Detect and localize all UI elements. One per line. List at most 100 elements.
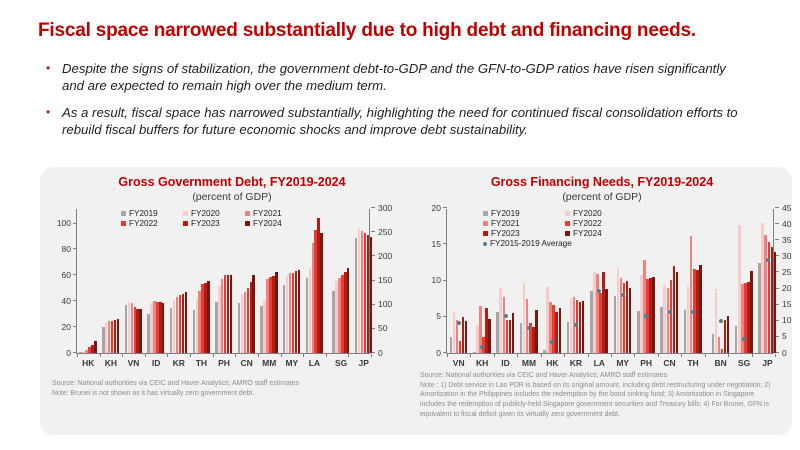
chart-subtitle: (percent of GDP) (562, 191, 642, 203)
avg-dot-TH (691, 309, 695, 314)
x-tick-label: PH (218, 358, 230, 368)
bar-JP-FY2019 (354, 238, 358, 353)
x-tick-mark (447, 354, 448, 357)
x-tick-mark (167, 354, 169, 357)
bar-HK-FY2024 (94, 341, 97, 353)
bar-MM-FY2024 (535, 309, 538, 353)
x-tick-mark (657, 354, 659, 357)
y-tick-label-right: 5 (782, 331, 787, 342)
bar-HK-FY2022 (88, 347, 91, 353)
avg-dot-LA (597, 288, 602, 293)
bar-CN-FY2021 (243, 292, 247, 353)
bar-VN-FY2021 (130, 303, 134, 353)
charts-panel: Gross Government Debt, FY2019-2024 (perc… (40, 167, 792, 435)
x-tick-mark (564, 354, 566, 357)
bar-CN-FY2023 (672, 266, 676, 353)
y-tick-label-right: 250 (378, 226, 393, 237)
bar-ID-FY2021 (153, 300, 156, 353)
bar-TH-FY2019 (683, 310, 687, 353)
y-tick-mark-left (443, 315, 447, 317)
bar-ID-FY2019 (496, 311, 499, 353)
bar-MM-FY2019 (260, 306, 263, 353)
bar-JP-FY2023 (770, 246, 774, 353)
x-tick-label: TH (687, 358, 699, 368)
bar-LA-FY2021 (596, 273, 599, 353)
legend-swatch-icon (565, 211, 570, 216)
y-tick-mark-right (775, 319, 779, 321)
bar-KH-FY2022 (110, 320, 114, 353)
y-tick-label-left: 0 (436, 347, 441, 358)
x-tick-label: KR (569, 358, 582, 368)
legend-label: FY2022 (573, 219, 602, 228)
bar-KH-FY2024 (116, 319, 120, 353)
bar-VN-FY2023 (461, 316, 465, 353)
bar-TH-FY2020 (195, 299, 198, 353)
bar-LA-FY2021 (311, 242, 314, 353)
legend-item-average: FY2015-2019 Average (483, 239, 572, 248)
x-tick-label: HK (546, 358, 559, 368)
avg-dot-JP (765, 257, 770, 262)
legend-item: FY2023 (483, 229, 559, 238)
chart-title: Gross Financing Needs, FY2019-2024 (490, 175, 714, 189)
bar-VN-FY2019 (449, 337, 453, 353)
legend-label: FY2021 (253, 209, 282, 218)
x-tick-mark (587, 354, 589, 357)
x-tick-mark (775, 354, 776, 357)
legend-swatch-icon (565, 221, 570, 226)
bar-PH-FY2020 (640, 274, 643, 353)
legend-item: FY2020 (183, 209, 239, 218)
avg-dot-MM (527, 325, 531, 330)
bar-ID-FY2022 (156, 301, 159, 353)
bar-LA-FY2023 (317, 218, 320, 353)
bar-PH-FY2019 (215, 302, 218, 353)
chart-gross-financing-needs: Gross Financing Needs, FY2019-2024 (perc… (416, 171, 792, 431)
legend-item: FY2021 (245, 209, 282, 218)
bar-PH-FY2024 (652, 276, 655, 353)
y-tick-mark-right (371, 303, 375, 305)
legend-label: FY2021 (491, 219, 520, 228)
y-tick-mark-left (443, 352, 447, 353)
bar-PH-FY2023 (649, 278, 652, 353)
bar-TH-FY2021 (198, 290, 201, 353)
y-tick-mark-left (73, 222, 77, 224)
avg-dot-MY (620, 293, 625, 297)
bar-SG-FY2023 (344, 271, 347, 353)
bar-MM-FY2020 (522, 283, 526, 353)
x-tick-mark (235, 354, 237, 357)
bar-JP-FY2020 (357, 228, 361, 353)
bar-TH-FY2021 (689, 236, 693, 353)
legend-item: FY2022 (121, 219, 177, 228)
bar-MY-FY2020 (285, 275, 289, 353)
bar-CN-FY2022 (246, 287, 250, 353)
y-tick-mark-left (443, 243, 447, 245)
legend: FY2019 FY2020 FY2021 FY2022 FY2023 FY2024 (121, 209, 282, 228)
x-tick-mark (751, 354, 753, 357)
bar-ID-FY2024 (162, 302, 165, 353)
bar-LA-FY2023 (602, 271, 605, 353)
legend-swatch-icon (183, 221, 188, 226)
x-tick-mark (190, 354, 192, 357)
bar-LA-FY2022 (314, 230, 317, 353)
chart-footnotes: Source: National authorities via CEIC an… (420, 371, 772, 419)
y-tick-mark-left (73, 326, 77, 328)
source-text: Source: National authorities via CEIC an… (52, 380, 299, 387)
x-tick-label: ID (151, 358, 161, 368)
x-tick-mark (280, 354, 282, 357)
x-tick-label: PH (640, 358, 653, 368)
bar-SG-FY2020 (335, 281, 338, 353)
bar-MY-FY2022 (291, 273, 295, 353)
plot-area: FY2019 FY2020 FY2021 FY2022 FY2023 FY2024 FY20… (432, 203, 792, 369)
x-tick-label: VN (127, 358, 140, 368)
x-tick-label: JP (358, 358, 369, 368)
bar-SG-FY2022 (341, 275, 344, 353)
bar-LA-FY2024 (320, 232, 323, 353)
bar-MM-FY2022 (269, 277, 272, 353)
bar-KR-FY2020 (569, 297, 573, 353)
bar-SG-FY2019 (734, 325, 738, 353)
chart-title: Gross Government Debt, FY2019-2024 (118, 175, 346, 189)
x-tick-mark (257, 354, 259, 357)
bar-KH-FY2021 (107, 321, 111, 353)
bar-VN-FY2022 (133, 307, 136, 353)
bar-HK-FY2022 (552, 305, 555, 353)
bar-PH-FY2019 (637, 310, 640, 353)
